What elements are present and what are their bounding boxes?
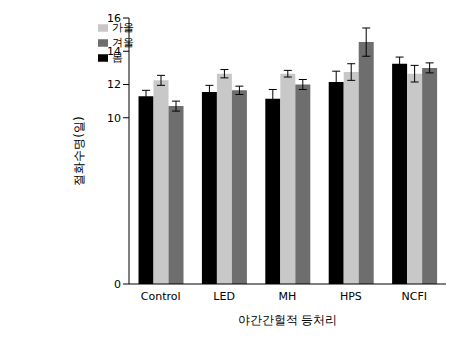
svg-text:MH: MH [279,290,297,303]
svg-text:절화수명(일): 절화수명(일) [72,116,86,185]
svg-text:14: 14 [107,45,121,58]
svg-text:LED: LED [213,290,235,303]
svg-text:NCFI: NCFI [402,290,427,303]
svg-text:16: 16 [107,12,121,25]
svg-text:Control: Control [141,290,181,303]
svg-text:야간간헐적 등처리: 야간간헐적 등처리 [238,313,338,327]
svg-text:10: 10 [107,112,121,125]
svg-text:HPS: HPS [340,290,362,303]
svg-text:0: 0 [114,278,121,291]
svg-text:12: 12 [107,78,121,91]
